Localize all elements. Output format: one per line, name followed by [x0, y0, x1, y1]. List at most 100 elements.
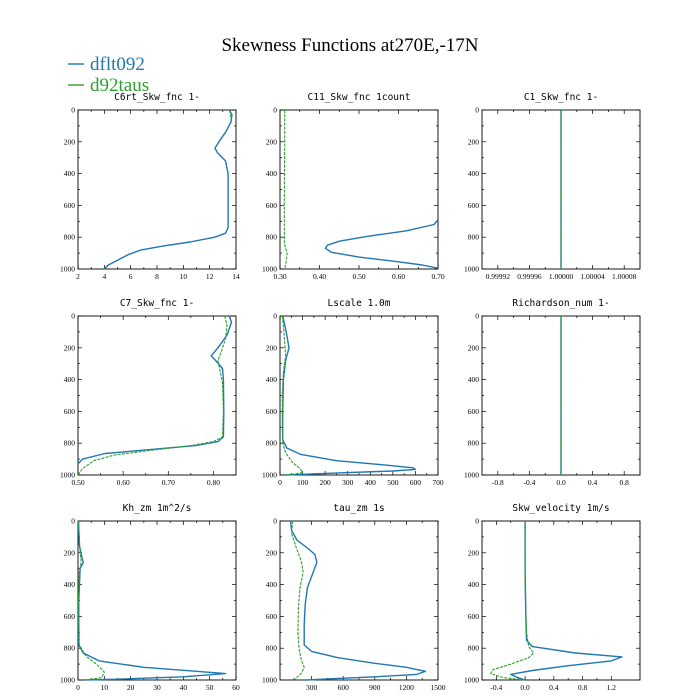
y-tick-label: 400 [266, 375, 278, 384]
y-tick-label: 400 [468, 375, 480, 384]
x-tick-label: 0.70 [162, 478, 175, 487]
y-tick-label: 600 [468, 612, 480, 621]
y-tick-label: 200 [468, 548, 480, 557]
x-tick-label: 30 [153, 683, 161, 692]
x-tick-label: 0 [76, 683, 80, 692]
y-tick-label: 400 [64, 375, 76, 384]
y-tick-label: 200 [64, 343, 76, 352]
panel-title: C1_Skw_fnc 1- [524, 92, 598, 103]
y-tick-label: 0 [273, 106, 277, 115]
x-tick-label: 1500 [431, 683, 446, 692]
x-tick-label: 0.0 [556, 478, 566, 487]
x-tick-label: -0.4 [490, 683, 502, 692]
x-tick-label: 1.00008 [612, 272, 637, 281]
series-line-dflt092 [289, 520, 427, 681]
y-tick-label: 800 [266, 644, 278, 653]
x-tick-label: 100 [297, 478, 309, 487]
x-tick-label: 1.00000 [549, 272, 574, 281]
plot-frame [77, 520, 237, 681]
x-tick-label: 300 [306, 683, 318, 692]
series-line-dflt092 [282, 315, 417, 476]
y-tick-label: 800 [64, 439, 76, 448]
x-tick-label: 10 [180, 272, 188, 281]
x-tick-label: 0.30 [273, 272, 286, 281]
panel-8: Skw_velocity 1m/s 0 200 400 600 800 1000 -0.4 0.… [464, 503, 641, 692]
x-tick-label: 0.50 [352, 272, 365, 281]
plot-frame [279, 315, 439, 476]
x-tick-label: 0.8 [620, 478, 630, 487]
panel-7: tau_zm 1s 0 200 400 600 800 1000 300 600 900 1200 1… [262, 503, 446, 692]
x-tick-label: 1200 [399, 683, 414, 692]
panel-title: Richardson_num 1- [512, 298, 609, 309]
legend-entry-1: d92taus [68, 75, 149, 96]
series-line-d92taus [490, 521, 535, 681]
series-line-d92taus [77, 315, 228, 476]
y-tick-label: 1000 [262, 265, 277, 274]
x-tick-label: 12 [206, 272, 214, 281]
series-line-dflt092 [77, 520, 227, 681]
series-line-dflt092 [77, 315, 233, 465]
y-tick-label: 0 [71, 517, 75, 526]
series-line-d92taus [291, 520, 305, 681]
x-tick-label: 200 [320, 478, 332, 487]
y-tick-label: 1000 [464, 471, 479, 480]
x-tick-label: 2 [76, 272, 80, 281]
y-tick-label: 0 [71, 312, 75, 321]
y-tick-label: 600 [266, 612, 278, 621]
panel-title: tau_zm 1s [333, 503, 384, 514]
x-tick-label: 0.99996 [517, 272, 542, 281]
panel-title: C7_Skw_fnc 1- [120, 298, 194, 309]
x-tick-label: 0.8 [578, 683, 588, 692]
y-tick-label: 400 [64, 169, 76, 178]
x-tick-label: 500 [387, 478, 399, 487]
x-tick-label: 700 [432, 478, 444, 487]
legend-label-d92taus: d92taus [90, 75, 149, 96]
series-line-dflt092 [324, 219, 439, 269]
y-tick-label: 1000 [464, 676, 479, 685]
y-tick-label: 800 [266, 233, 278, 242]
y-tick-label: 0 [475, 312, 479, 321]
series-line-d92taus [283, 110, 288, 270]
x-tick-label: 20 [127, 683, 135, 692]
x-tick-label: 400 [365, 478, 377, 487]
panel-title: Kh_zm 1m^2/s [123, 503, 192, 514]
legend-entry-0: dflt092 [68, 54, 145, 75]
x-tick-label: 40 [180, 683, 188, 692]
x-tick-label: 0.0 [520, 683, 530, 692]
y-tick-label: 200 [266, 137, 278, 146]
x-tick-label: 14 [232, 272, 240, 281]
x-tick-label: 600 [338, 683, 350, 692]
x-tick-label: -0.4 [523, 478, 535, 487]
y-tick-label: 1000 [262, 676, 277, 685]
y-tick-label: 400 [266, 169, 278, 178]
x-tick-label: 900 [369, 683, 381, 692]
y-tick-label: 1000 [262, 471, 277, 480]
y-tick-label: 1000 [60, 676, 75, 685]
y-tick-label: 600 [468, 201, 480, 210]
x-tick-label: 0.4 [588, 478, 598, 487]
x-tick-label: 0.40 [313, 272, 326, 281]
x-tick-label: -0.8 [492, 478, 504, 487]
x-tick-label: 60 [232, 683, 240, 692]
x-tick-label: 0.70 [431, 272, 444, 281]
plot-frame [77, 315, 237, 476]
x-tick-label: 0.50 [71, 478, 84, 487]
x-tick-label: 0.4 [549, 683, 559, 692]
y-tick-label: 200 [266, 343, 278, 352]
y-tick-label: 400 [64, 580, 76, 589]
x-tick-label: 0.60 [117, 478, 130, 487]
x-tick-label: 8 [155, 272, 159, 281]
plot-frame [77, 109, 237, 270]
panel-2: C1_Skw_fnc 1- 0 200 400 600 800 1000 0.99992 0.9… [464, 92, 641, 281]
y-tick-label: 200 [468, 343, 480, 352]
y-tick-label: 0 [71, 106, 75, 115]
x-tick-label: 4 [102, 272, 106, 281]
panel-title: Lscale 1.0m [328, 298, 391, 309]
y-tick-label: 800 [64, 233, 76, 242]
legend-label-dflt092: dflt092 [90, 54, 145, 75]
